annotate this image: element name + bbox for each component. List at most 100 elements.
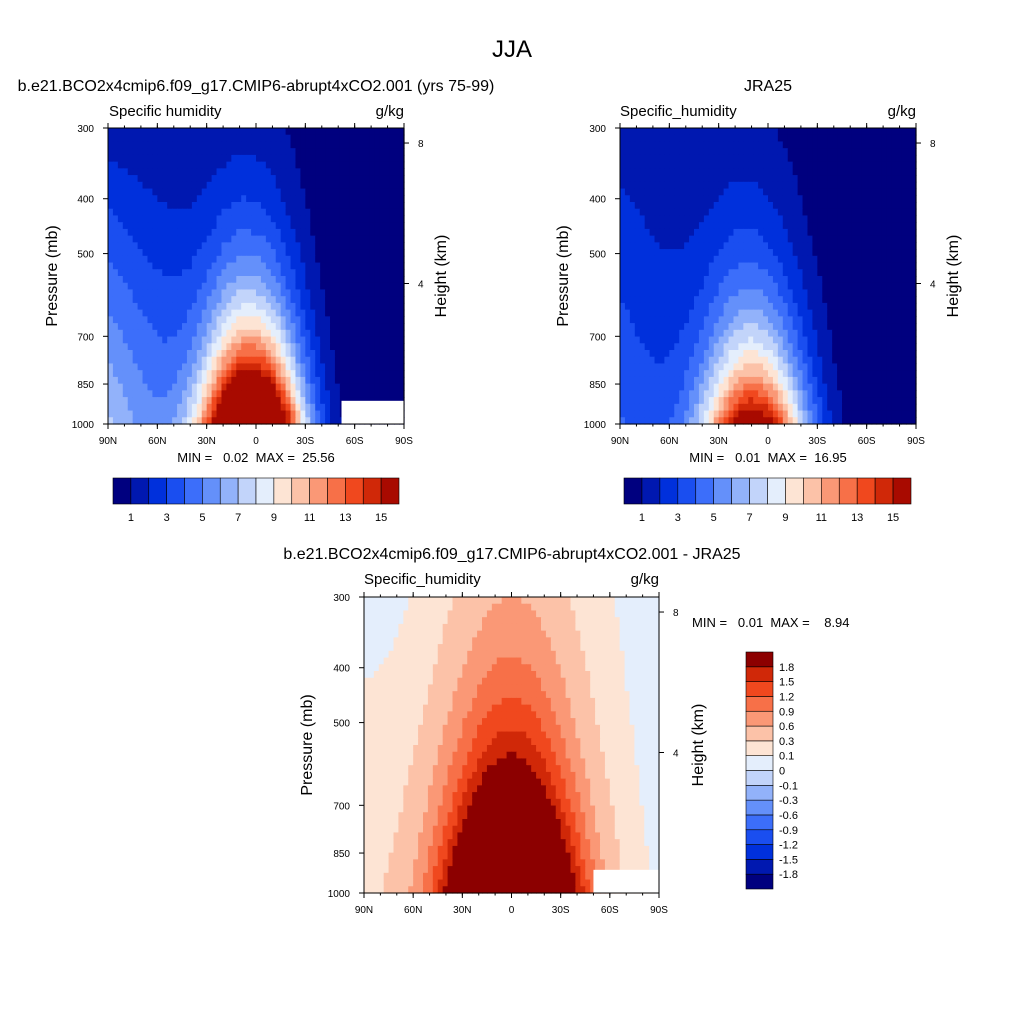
field-cell — [207, 155, 213, 162]
field-cell — [684, 135, 690, 142]
field-cell — [345, 128, 351, 135]
field-cell — [867, 310, 873, 317]
colorbar-swatch — [363, 478, 381, 504]
field-cell — [753, 363, 759, 370]
field-cell — [355, 256, 361, 263]
field-cell — [118, 249, 124, 256]
field-cell — [133, 249, 139, 256]
field-cell — [763, 289, 769, 296]
field-cell — [886, 135, 892, 142]
field-cell — [113, 377, 119, 384]
field-cell — [753, 209, 759, 216]
field-cell — [793, 209, 799, 216]
field-cell — [630, 276, 636, 283]
field-cell — [310, 303, 316, 310]
field-cell — [256, 283, 262, 290]
field-cell — [286, 377, 292, 384]
field-cell — [748, 209, 754, 216]
field-cell — [783, 175, 789, 182]
field-cell — [143, 229, 149, 236]
field-cell — [251, 236, 257, 243]
field-cell — [128, 202, 134, 209]
field-cell — [286, 390, 292, 397]
field-cell — [320, 162, 326, 169]
field-cell — [812, 276, 818, 283]
field-cell — [320, 269, 326, 276]
field-cell — [812, 363, 818, 370]
field-cell — [325, 316, 331, 323]
field-cell — [837, 249, 843, 256]
field-cell — [812, 337, 818, 344]
field-cell — [276, 215, 282, 222]
field-cell — [241, 370, 247, 377]
field-cell — [108, 141, 114, 148]
field-cell — [891, 269, 897, 276]
field-cell — [640, 263, 646, 270]
colorbar-label: 5 — [199, 512, 205, 524]
field-cell — [793, 370, 799, 377]
field-cell — [778, 202, 784, 209]
field-cell — [221, 363, 227, 370]
field-cell — [763, 269, 769, 276]
field-cell — [133, 343, 139, 350]
field-cell — [724, 162, 730, 169]
field-cell — [345, 350, 351, 357]
field-cell — [152, 215, 158, 222]
field-cell — [355, 242, 361, 249]
field-cell — [350, 249, 356, 256]
field-cell — [369, 296, 375, 303]
field-cell — [133, 155, 139, 162]
field-cell — [162, 141, 168, 148]
field-cell — [817, 323, 823, 330]
field-cell — [221, 390, 227, 397]
field-cell — [276, 263, 282, 270]
field-cell — [286, 202, 292, 209]
field-cell — [714, 330, 720, 337]
field-cell — [896, 283, 902, 290]
field-cell — [281, 202, 287, 209]
field-cell — [365, 155, 371, 162]
field-cell — [827, 363, 833, 370]
field-cell — [758, 343, 764, 350]
field-cell — [202, 276, 208, 283]
colorbar-swatch — [202, 478, 220, 504]
field-cell — [335, 263, 341, 270]
field-cell — [640, 323, 646, 330]
field-cell — [758, 155, 764, 162]
field-cell — [315, 222, 321, 229]
field-cell — [221, 283, 227, 290]
field-cell — [729, 296, 735, 303]
field-cell — [719, 202, 725, 209]
field-cell — [655, 343, 661, 350]
field-cell — [862, 316, 868, 323]
field-cell — [719, 377, 725, 384]
field-cell — [374, 162, 380, 169]
field-cell — [221, 269, 227, 276]
field-cell — [236, 141, 242, 148]
field-cell — [778, 310, 784, 317]
field-cell — [886, 168, 892, 175]
field-cell — [162, 330, 168, 337]
field-cell — [157, 162, 163, 169]
field-cell — [807, 148, 813, 155]
field-cell — [157, 215, 163, 222]
field-cell — [157, 316, 163, 323]
field-cell — [783, 249, 789, 256]
field-cell — [812, 323, 818, 330]
field-cell — [891, 182, 897, 189]
field-cell — [857, 202, 863, 209]
field-cell — [251, 135, 257, 142]
field-cell — [295, 128, 301, 135]
field-cell — [901, 155, 907, 162]
field-cell — [350, 289, 356, 296]
field-cell — [625, 343, 631, 350]
field-cell — [231, 357, 237, 364]
field-cell — [664, 189, 670, 196]
field-cell — [620, 363, 626, 370]
field-cell — [645, 330, 651, 337]
field-cell — [221, 135, 227, 142]
field-cell — [340, 162, 346, 169]
field-cell — [812, 310, 818, 317]
field-cell — [128, 242, 134, 249]
field-cell — [325, 397, 331, 404]
